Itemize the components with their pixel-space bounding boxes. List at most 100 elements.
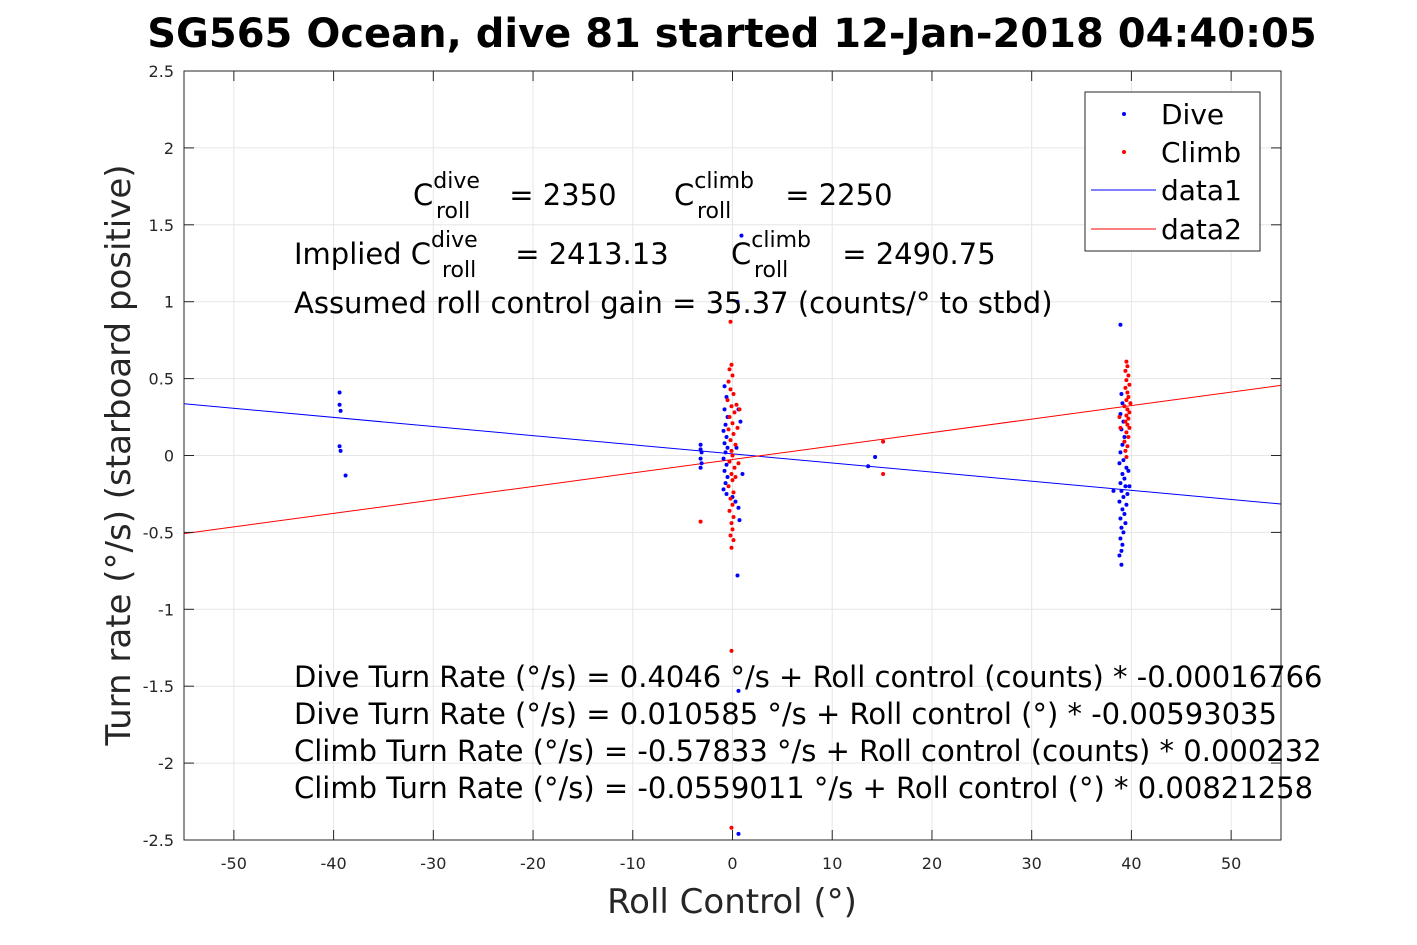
point-climb	[1117, 415, 1122, 420]
point-climb	[1124, 378, 1129, 383]
point-climb	[1123, 448, 1128, 453]
point-dive	[723, 450, 728, 455]
point-climb	[730, 421, 735, 426]
point-climb	[1127, 382, 1132, 387]
y-tick-label: 1	[164, 293, 174, 312]
y-tick-label: -1	[158, 600, 174, 619]
point-dive	[722, 407, 727, 412]
y-tick-label: -1.5	[143, 677, 174, 696]
point-dive	[698, 447, 703, 452]
x-axis-label: Roll Control (°)	[607, 882, 857, 922]
legend: Dive Climb data1 data2	[1084, 91, 1261, 252]
point-dive	[1122, 435, 1127, 440]
point-dive	[724, 462, 729, 467]
point-dive	[722, 441, 727, 446]
point-climb	[729, 362, 734, 367]
point-climb	[1124, 455, 1129, 460]
y-tick-label: -2.5	[143, 831, 174, 850]
data-points	[337, 233, 1133, 836]
point-dive	[738, 419, 743, 424]
point-dive	[1118, 481, 1123, 486]
point-dive	[724, 395, 729, 400]
point-dive	[721, 456, 726, 461]
point-climb	[730, 478, 735, 483]
point-dive	[873, 455, 878, 460]
point-dive	[1118, 536, 1123, 541]
point-climb	[731, 490, 736, 495]
point-climb	[729, 648, 734, 653]
point-dive	[1117, 553, 1122, 558]
x-tick-label: -20	[520, 854, 546, 873]
point-climb	[731, 431, 736, 436]
point-dive	[1111, 488, 1116, 493]
point-dive	[337, 444, 342, 449]
point-dive	[1123, 521, 1128, 526]
point-dive	[722, 384, 727, 389]
point-climb	[733, 475, 738, 480]
point-climb	[726, 379, 731, 384]
y-tick-label: -2	[158, 754, 174, 773]
x-tick-label: 20	[922, 854, 942, 873]
point-dive	[699, 461, 704, 466]
x-tick-label: -30	[420, 854, 446, 873]
point-climb	[730, 453, 735, 458]
point-dive	[338, 448, 343, 453]
point-climb	[1122, 404, 1127, 409]
point-climb	[731, 538, 736, 543]
point-climb	[726, 484, 731, 489]
point-dive	[1119, 488, 1124, 493]
point-dive	[1120, 542, 1125, 547]
implied-climb-gain-annotation: Cclimb roll = 2490.75	[731, 228, 996, 283]
point-climb	[729, 404, 734, 409]
point-dive	[338, 408, 343, 413]
point-climb	[734, 402, 739, 407]
point-dive	[734, 445, 739, 450]
legend-marker-dive	[1122, 112, 1126, 116]
point-climb	[1126, 435, 1131, 440]
point-dive	[737, 518, 742, 523]
x-tick-label: 30	[1022, 854, 1042, 873]
point-dive	[733, 499, 738, 504]
point-dive	[698, 456, 703, 461]
point-climb	[1122, 439, 1127, 444]
point-dive	[722, 468, 727, 473]
point-dive	[736, 831, 741, 836]
legend-marker-climb	[1122, 150, 1126, 154]
point-dive	[725, 445, 730, 450]
point-dive	[1124, 502, 1129, 507]
point-dive	[735, 299, 740, 304]
point-dive	[1118, 411, 1123, 416]
point-climb	[727, 459, 732, 464]
point-climb	[737, 407, 742, 412]
point-dive	[724, 435, 729, 440]
point-climb	[1126, 373, 1131, 378]
point-dive	[337, 402, 342, 407]
point-climb	[727, 415, 732, 420]
point-climb	[729, 545, 734, 550]
point-climb	[1125, 407, 1130, 412]
legend-label-data2: data2	[1161, 213, 1242, 246]
point-climb	[1125, 364, 1130, 369]
point-climb	[725, 398, 730, 403]
assumed-gain-annotation: Assumed roll control gain = 35.37 (count…	[294, 286, 1053, 320]
point-dive	[1122, 476, 1127, 481]
x-tick-label: 10	[822, 854, 842, 873]
point-climb	[727, 508, 732, 513]
point-dive	[1119, 391, 1124, 396]
point-dive	[1118, 322, 1123, 327]
point-dive	[1120, 507, 1125, 512]
point-climb	[1126, 395, 1131, 400]
point-dive	[1124, 465, 1129, 470]
y-tick-label: 0.5	[149, 370, 174, 389]
axis-ticks: -50 -40 -30 -20 -10 0 10 20 30 40 50-2.5-2-1.5-1-0…	[143, 62, 1281, 873]
point-dive	[1120, 401, 1125, 406]
point-climb	[728, 319, 733, 324]
point-climb	[1128, 401, 1133, 406]
point-dive	[1119, 548, 1124, 553]
point-dive	[1119, 525, 1124, 530]
point-dive	[698, 442, 703, 447]
point-dive	[1117, 461, 1122, 466]
x-tick-label: 0	[727, 854, 737, 873]
point-dive	[1126, 468, 1131, 473]
